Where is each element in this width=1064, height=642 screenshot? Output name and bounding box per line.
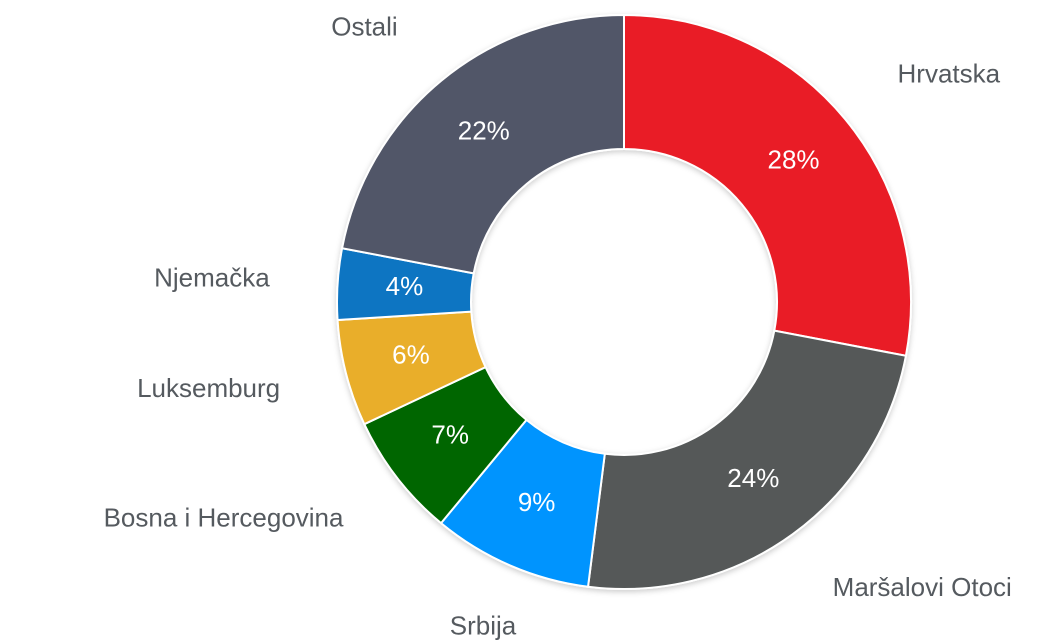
slice xyxy=(340,13,625,275)
slice-value-label: 9% xyxy=(518,487,556,517)
slice xyxy=(586,329,908,590)
slice-category-label: Njemačka xyxy=(154,263,270,293)
slice-category-label: Bosna i Hercegovina xyxy=(104,502,344,532)
slice-value-label: 28% xyxy=(767,145,819,175)
slice-value-label: 7% xyxy=(431,420,469,450)
slice-category-label: Maršalovi Otoci xyxy=(833,572,1012,602)
slice-category-label: Srbija xyxy=(450,611,517,641)
slice xyxy=(623,13,912,357)
slice-value-label: 24% xyxy=(727,463,779,493)
donut xyxy=(336,13,912,590)
slice-value-label: 4% xyxy=(386,271,424,301)
slice-value-label: 22% xyxy=(458,115,510,145)
slice-category-label: Ostali xyxy=(331,11,397,41)
slice-category-label: Luksemburg xyxy=(137,373,280,403)
slice-category-label: Hrvatska xyxy=(898,59,1001,89)
slice-value-label: 6% xyxy=(392,340,430,370)
